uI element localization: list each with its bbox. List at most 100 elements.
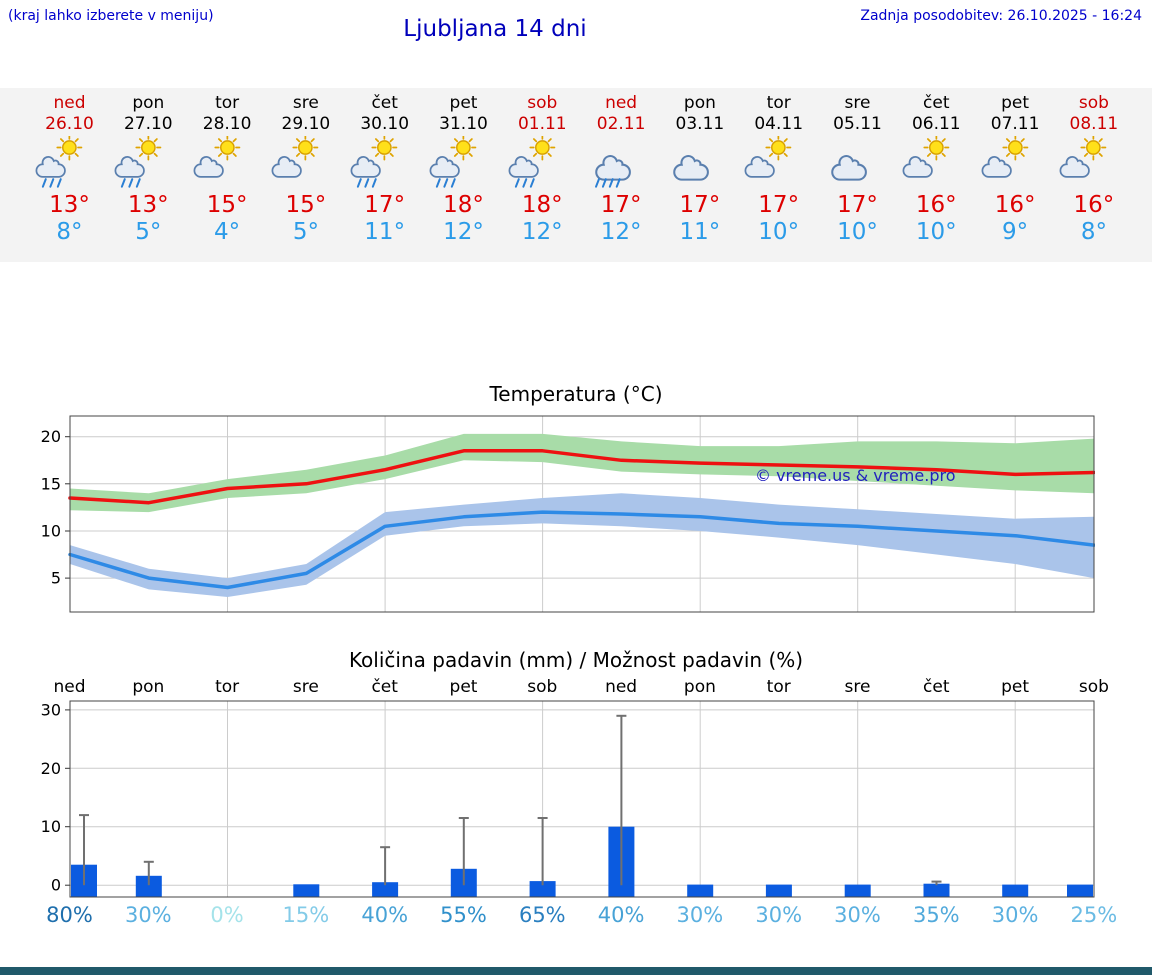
day-column-03.11[interactable]: pon 03.11 17° 11° [660, 88, 739, 262]
precip-bar [135, 875, 162, 897]
sun-cloud-rain-icon [424, 136, 503, 190]
precip-day-label: čet [371, 677, 398, 697]
day-date: 04.11 [754, 114, 804, 134]
day-name: pon [132, 93, 165, 113]
forecast-strip: ned 26.10 13° 8° pon 27.10 13° 5° tor 28.10 15° 4° s… [0, 88, 1152, 262]
precip-probability: 0% [210, 903, 244, 927]
sun-cloud-rain-glyph [350, 136, 398, 188]
day-name: čet [923, 93, 950, 113]
precip-day-label: sre [844, 677, 871, 697]
day-high-temp: 15° [206, 192, 248, 218]
temp-y-tick: 20 [41, 427, 61, 446]
precip-probability: 80% [46, 903, 93, 927]
day-high-temp: 18° [443, 192, 484, 218]
sun-cloud-rain-icon [109, 136, 188, 190]
precip-day-label: pet [1001, 677, 1030, 697]
precip-chart-title: Količina padavin (mm) / Možnost padavin … [348, 648, 804, 672]
day-high-temp: 13° [127, 192, 169, 218]
day-column-30.10[interactable]: čet 30.10 17° 11° [345, 88, 424, 262]
day-column-27.10[interactable]: pon 27.10 13° 5° [109, 88, 188, 262]
day-high-temp: 13° [49, 192, 90, 218]
day-low-temp: 5° [292, 219, 319, 245]
precip-day-label: tor [215, 677, 240, 697]
precip-y-tick: 30 [41, 700, 61, 719]
precip-probability-row: 80% 30% 0% 15% 40% 55% 65% 40% 30% 30% 30% 35% 30% 25… [0, 903, 1152, 933]
sun-cloud-icon [188, 136, 267, 190]
cloud-icon [660, 136, 739, 190]
sun-cloud-rain-glyph [35, 136, 83, 188]
day-column-07.11[interactable]: pet 07.11 16° 9° [976, 88, 1055, 262]
day-column-02.11[interactable]: ned 02.11 17° 12° [582, 88, 661, 262]
precip-probability: 40% [597, 903, 645, 927]
day-high-temp: 18° [521, 192, 563, 218]
line-max-temp [68, 449, 1095, 505]
day-high-temp: 17° [600, 192, 642, 218]
day-column-28.10[interactable]: tor 28.10 15° 4° [188, 88, 267, 262]
day-column-04.11[interactable]: tor 04.11 17° 10° [739, 88, 818, 262]
day-date: 27.10 [123, 114, 173, 134]
day-date: 26.10 [45, 114, 94, 134]
day-name: ned [605, 93, 638, 113]
day-name: sre [844, 93, 871, 113]
day-high-temp: 16° [1073, 192, 1115, 218]
sun-cloud-glyph [1059, 136, 1107, 178]
precip-probability: 30% [755, 903, 803, 927]
precip-bar [372, 882, 399, 897]
sun-cloud-glyph [981, 136, 1028, 178]
day-column-26.10[interactable]: ned 26.10 13° 8° [30, 88, 109, 262]
day-column-31.10[interactable]: pet 31.10 18° 12° [424, 88, 503, 262]
precip-chart: 0 10 20 30 [40, 700, 1095, 898]
temperature-chart-svg: © vreme.us & vreme.pro 5 10 15 20 [41, 415, 1095, 613]
temperature-chart: © vreme.us & vreme.pro 5 10 15 20 [40, 415, 1095, 613]
day-column-08.11[interactable]: sob 08.11 16° 8° [1054, 88, 1133, 262]
sun-cloud-icon [739, 136, 818, 190]
day-high-temp: 17° [679, 192, 721, 218]
day-column-01.11[interactable]: sob 01.11 18° 12° [503, 88, 582, 262]
day-high-temp: 16° [994, 192, 1036, 218]
precip-day-label: čet [923, 677, 950, 697]
day-date: 28.10 [202, 114, 252, 134]
day-column-05.11[interactable]: sre 05.11 17° 10° [818, 88, 897, 262]
precip-y-tick: 10 [41, 817, 61, 836]
day-date: 29.10 [281, 114, 331, 134]
day-column-29.10[interactable]: sre 29.10 15° 5° [266, 88, 345, 262]
sun-cloud-rain-icon [345, 136, 424, 190]
sun-cloud-glyph [902, 136, 950, 178]
footer-bar [0, 967, 1152, 975]
line-min-temp [68, 510, 1095, 590]
day-low-temp: 10° [837, 219, 878, 245]
precip-bar [1002, 884, 1029, 897]
temp-y-tick: 5 [51, 569, 61, 588]
day-low-temp: 12° [521, 219, 563, 245]
sun-cloud-icon [1054, 136, 1133, 190]
sun-cloud-icon [897, 136, 976, 190]
precip-probability: 30% [676, 903, 724, 927]
sun-cloud-rain-glyph [114, 136, 162, 188]
day-high-temp: 17° [837, 192, 878, 218]
precip-y-tick: 20 [41, 759, 61, 778]
precip-day-label: sob [527, 677, 558, 697]
temperature-chart-title: Temperatura (°C) [489, 382, 663, 406]
sun-cloud-rain-glyph [429, 136, 477, 188]
day-column-06.11[interactable]: čet 06.11 16° 10° [897, 88, 976, 262]
watermark: © vreme.us & vreme.pro [755, 466, 956, 485]
day-low-temp: 8° [1080, 219, 1107, 245]
day-low-temp: 5° [135, 219, 162, 245]
day-name: pet [449, 93, 478, 113]
day-date: 03.11 [675, 114, 725, 134]
precip-bar [687, 884, 714, 897]
precip-day-label: sob [1078, 677, 1109, 697]
day-high-temp: 15° [285, 192, 327, 218]
precip-probability: 35% [912, 903, 960, 927]
precip-day-labels: ned pon tor sre čet pet sob ned pon tor sre čet pet s… [0, 677, 1152, 703]
precip-probability: 30% [124, 903, 172, 927]
day-name: sob [1078, 93, 1109, 113]
sun-cloud-icon [976, 136, 1055, 190]
precip-probability: 30% [991, 903, 1039, 927]
precip-bar [293, 884, 320, 897]
day-date: 06.11 [911, 114, 961, 134]
temp-y-tick: 15 [41, 474, 61, 493]
day-low-temp: 11° [364, 219, 406, 245]
precip-day-label: ned [53, 677, 86, 697]
precip-bar [1067, 884, 1093, 897]
